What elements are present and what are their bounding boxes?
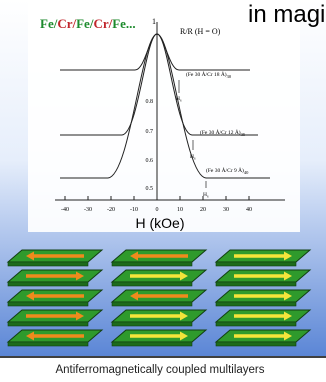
saturation-label: Hs xyxy=(176,96,182,103)
saturation-label: Hs xyxy=(190,154,196,161)
y-tick-label: 0.8 xyxy=(146,99,154,105)
y-axis-label: R/R (H = O) xyxy=(180,27,221,36)
x-tick-label: -40 xyxy=(61,207,69,213)
x-tick-labels: -40 -30 -20 -10 0 10 20 30 40 xyxy=(61,207,252,213)
x-tick-label: -30 xyxy=(84,207,92,213)
curve-label: (Fe 30 Å/Cr 12 Å)35 xyxy=(200,128,246,137)
x-tick-label: -20 xyxy=(107,207,115,213)
layer-edge xyxy=(112,342,192,346)
x-tick-label: 30 xyxy=(223,207,229,213)
x-tick-label: 10 xyxy=(177,207,183,213)
curve-label: (Fe 30 Å/Cr 18 Å)30 xyxy=(186,70,232,79)
layer-edge xyxy=(216,302,296,306)
layer-edge xyxy=(112,262,192,266)
layer-edge xyxy=(112,282,192,286)
x-axis-label: H (kOe) xyxy=(136,215,185,231)
layer-edge xyxy=(216,342,296,346)
slide: in magi Fe/Cr/Fe/Cr/Fe... 1 R/R (H = O) … xyxy=(0,0,326,382)
stack-label: Fe/Cr/Fe/Cr/Fe... xyxy=(40,16,136,31)
layer-edge xyxy=(112,302,192,306)
y-tick-label: 0.6 xyxy=(146,158,154,164)
x-tick-label: 40 xyxy=(246,207,252,213)
peak-label: 1 xyxy=(152,17,156,26)
layer-edge xyxy=(8,262,88,266)
plot-panel xyxy=(28,0,300,232)
layer-edge xyxy=(8,342,88,346)
layer-edge xyxy=(112,322,192,326)
curve-label: (Fe 30 Å/Cr 9 Å)40 xyxy=(206,166,249,175)
layer-edge xyxy=(216,262,296,266)
caption: Antiferromagnetically coupled multilayer… xyxy=(55,364,264,376)
x-tick-label: 0 xyxy=(156,207,159,213)
y-tick-label: 0.7 xyxy=(146,129,154,135)
layer-edge xyxy=(8,322,88,326)
multilayer-stacks xyxy=(8,250,310,346)
layer-edge xyxy=(8,302,88,306)
title-fragment: in magi xyxy=(248,1,325,28)
x-tick-label: -10 xyxy=(130,207,138,213)
x-tick-label: 20 xyxy=(200,207,206,213)
saturation-label: Hs xyxy=(203,192,209,199)
layer-edge xyxy=(216,282,296,286)
layer-edge xyxy=(8,282,88,286)
layer-edge xyxy=(216,322,296,326)
y-tick-label: 0.5 xyxy=(146,186,154,192)
